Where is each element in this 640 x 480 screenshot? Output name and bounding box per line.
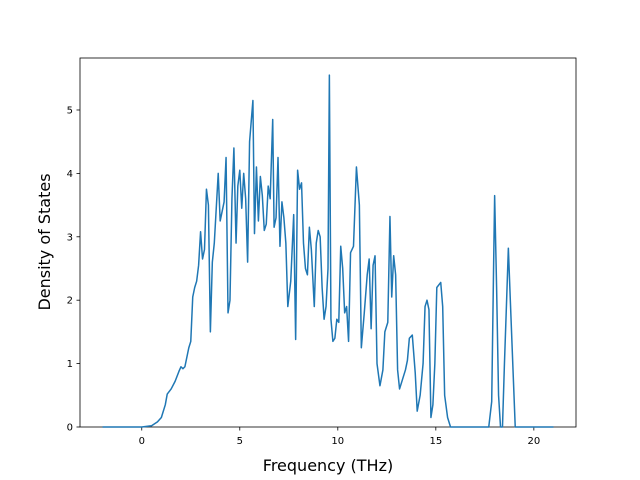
x-tick-label: 0 — [139, 436, 145, 447]
plot-frame — [79, 57, 577, 428]
x-tick-label: 5 — [237, 436, 243, 447]
x-axis-label: Frequency (THz) — [263, 456, 393, 475]
y-axis-label: Density of States — [35, 173, 54, 310]
x-tick-label: 15 — [429, 436, 442, 447]
y-tick-label: 3 — [67, 232, 73, 243]
dos-line — [102, 74, 554, 428]
y-tick-label: 5 — [67, 105, 73, 116]
y-tick-label: 2 — [67, 296, 73, 307]
y-tick-label: 4 — [67, 169, 73, 180]
x-tick-label: 10 — [331, 436, 344, 447]
x-tick-label: 20 — [527, 436, 540, 447]
y-tick-label: 0 — [67, 423, 73, 434]
y-tick-label: 1 — [67, 359, 73, 370]
